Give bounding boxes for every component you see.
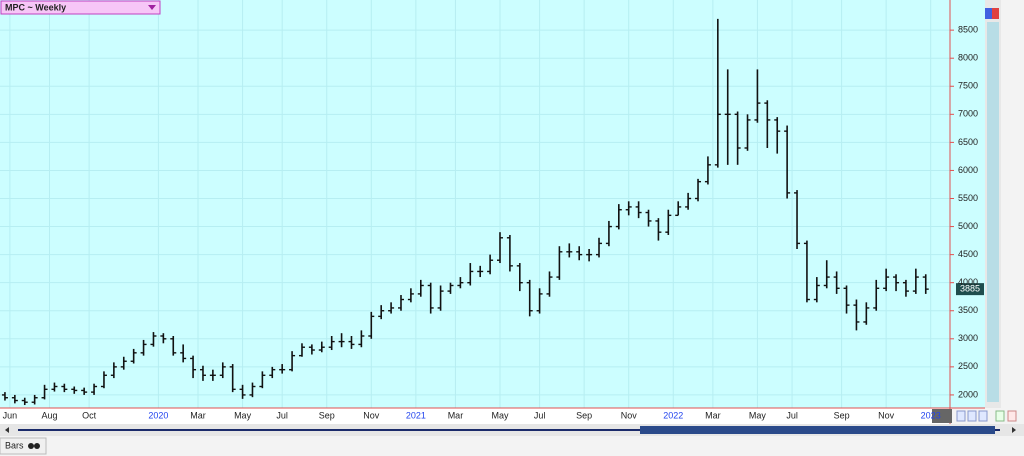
scroll-right[interactable] [1012,427,1016,433]
chart-style: Bars [5,440,24,450]
title-box[interactable] [0,0,161,15]
x-tick-label: Sep [576,410,592,420]
x-tick-label: 2021 [406,410,426,420]
y-tick-label: 7000 [958,109,978,119]
x-tick-label: Jul [534,410,546,420]
x-tick-label: Oct [82,410,97,420]
x-axis-area [0,408,950,424]
style-box[interactable] [0,437,47,455]
y-tick-label: 8000 [958,53,978,63]
style-icon [34,443,40,449]
x-tick-label: Mar [190,410,206,420]
x-tick-label: 2020 [148,410,168,420]
y-tick-label: 2500 [958,361,978,371]
tool-button[interactable] [967,410,977,422]
x-tick-label: Sep [834,410,850,420]
x-tick-label: 2023 [921,410,941,420]
bars [1,18,929,406]
y-tick-label: 6500 [958,137,978,147]
x-tick-label: Jul [276,410,288,420]
last-price: 3885 [956,283,984,296]
tool-button[interactable] [1007,410,1017,422]
plot-area [0,0,950,408]
chart-title: MPC ~ Weekly [5,2,66,12]
x-tick-label: Aug [41,410,57,420]
x-tick-label: 2022 [663,410,683,420]
y-tick-label: 4500 [958,249,978,259]
last-price-label: 3885 [960,284,980,294]
y-tick-label: 8500 [958,25,978,35]
y-tick-label: 6000 [958,165,978,175]
date-cursor [932,409,952,423]
scroll-thumb[interactable] [640,426,995,434]
style-icon [28,443,34,449]
y-tick-label: 2000 [958,389,978,399]
x-tick-label: Jun [3,410,18,420]
x-tick-label: Mar [448,410,464,420]
side-scroll [987,22,999,402]
x-tick-label: May [749,410,767,420]
y-tick-label: 5000 [958,221,978,231]
y-tick-label: 7500 [958,81,978,91]
x-tick-label: May [234,410,252,420]
x-tick-label: Jul [786,410,798,420]
y-tick-label: 5500 [958,193,978,203]
tool-button[interactable] [995,410,1005,422]
y-tick-label: 3000 [958,333,978,343]
tool-button[interactable] [956,410,966,422]
y-axis-area [950,0,985,408]
x-tick-label: Mar [705,410,721,420]
sell-button[interactable] [992,8,999,19]
grid [0,0,954,408]
x-tick-label: Nov [878,410,895,420]
scroll-left[interactable] [5,427,9,433]
x-tick-label: May [491,410,509,420]
x-tick-label: Nov [621,410,638,420]
tool-button[interactable] [978,410,988,422]
x-tick-label: Sep [319,410,335,420]
buy-button[interactable] [985,8,992,19]
x-tick-label: Nov [363,410,380,420]
y-tick-label: 4000 [958,277,978,287]
title-dropdown[interactable] [148,5,156,10]
y-tick-label: 3500 [958,305,978,315]
last-price-box [956,283,984,296]
